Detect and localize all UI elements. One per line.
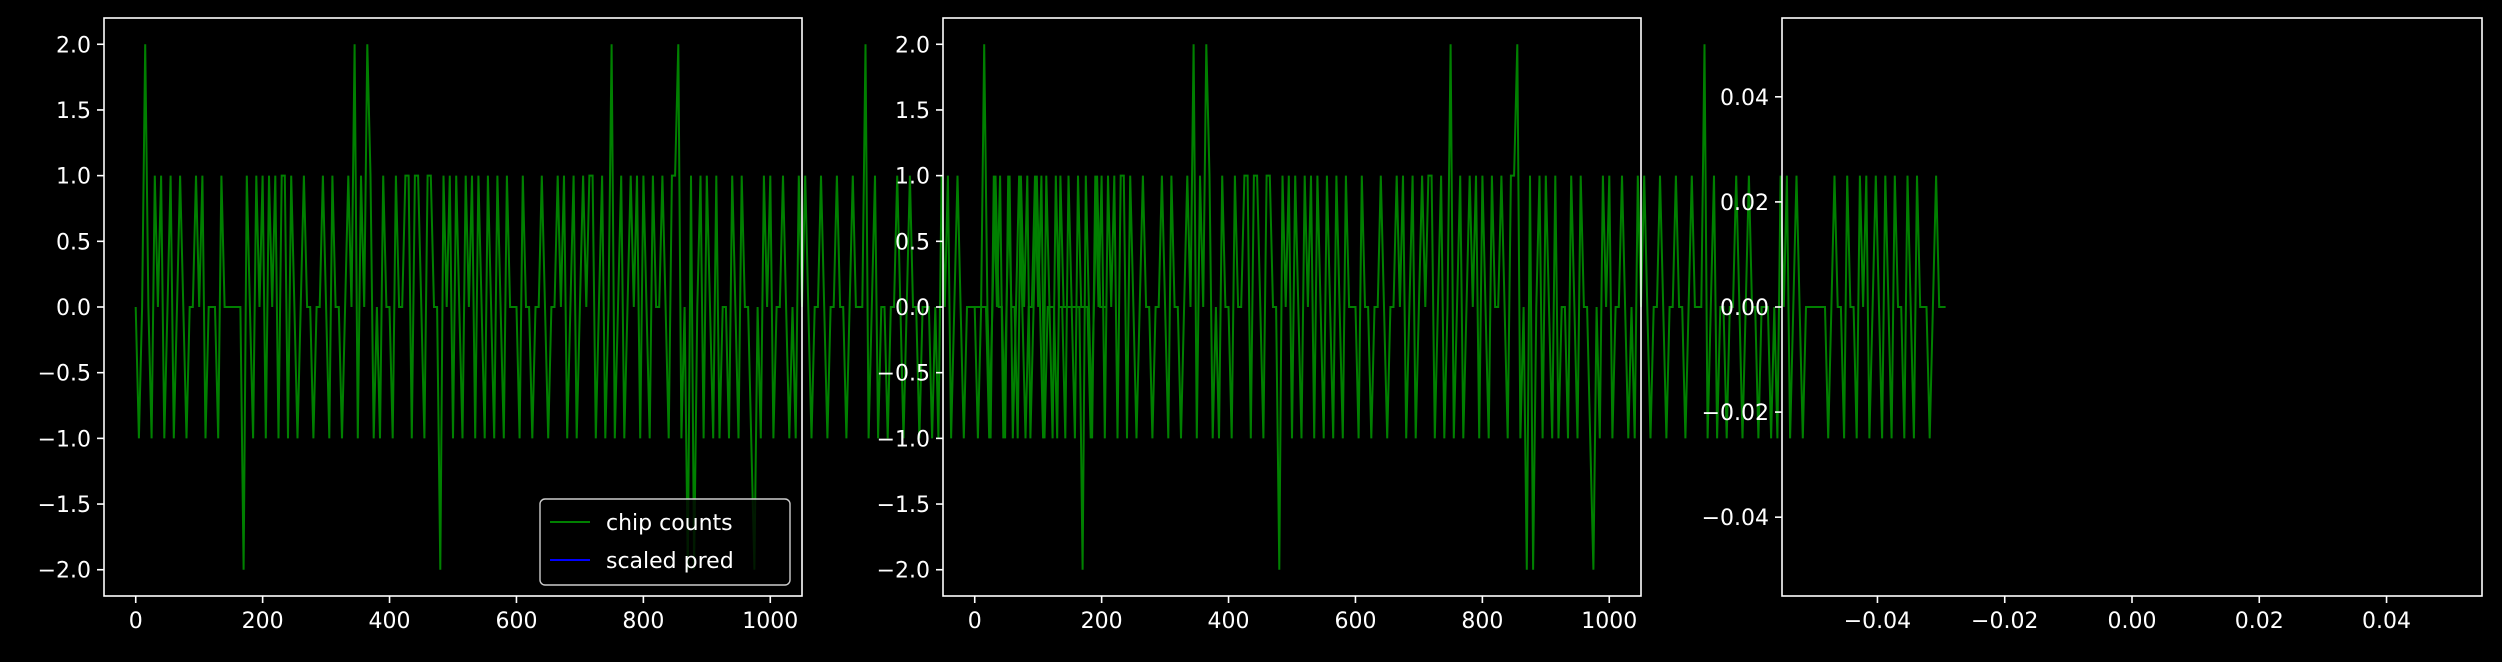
legend: chip counts scaled pred [539,498,791,586]
y-tick-label: −1.0 [38,427,91,452]
y-tick-label: −0.5 [877,362,930,387]
x-tick-label: 0.02 [2235,609,2284,634]
x-tick-label: 400 [1208,609,1250,634]
y-tick-label: 2.0 [895,33,930,58]
y-tick-label: 0.0 [56,296,91,321]
x-tick-label: 200 [242,609,284,634]
y-tick-label: 0.00 [1720,296,1769,321]
y-tick-label: 0.04 [1720,86,1769,111]
subplot-2: 0 200 400 600 800 1000 2.0 1.5 1.0 0.5 0.0 −0.5 −1.0… [877,17,1946,634]
x-tick-label: 400 [369,609,411,634]
x-tick-label: 600 [495,609,537,634]
y-tick-label: −2.0 [38,559,91,584]
legend-label: chip counts [606,511,733,536]
y-tick-label: 0.0 [895,296,930,321]
y-tick-label: −1.5 [38,493,91,518]
x-tick-label: 600 [1334,609,1376,634]
y-tick-label: 2.0 [56,33,91,58]
x-tick-label: 0 [129,609,143,634]
y-tick-label: −2.0 [877,559,930,584]
y-tick-label: −1.0 [877,427,930,452]
x-tick-label: 0.00 [2108,609,2157,634]
subplots: 0 200 400 600 800 1000 2.0 1.5 1.0 0.5 0.0 −0.5 −1.0… [38,17,2483,634]
x-tick-label: −0.02 [1971,609,2038,634]
x-tick-label: 1000 [1581,609,1637,634]
series-line-chip-counts [134,44,1107,570]
x-tick-label: 800 [622,609,664,634]
legend-box [539,498,791,586]
x-tick-label: 800 [1461,609,1503,634]
x-tick-label: 0 [968,609,982,634]
x-tick-label: 1000 [742,609,798,634]
y-tick-label: 1.0 [56,165,91,190]
y-tick-label: 1.5 [895,99,930,124]
x-tick-label: −0.04 [1844,609,1911,634]
y-tick-label: −0.5 [38,362,91,387]
subplot-1: 0 200 400 600 800 1000 2.0 1.5 1.0 0.5 0.0 −0.5 −1.0… [38,17,1107,634]
y-tick-label: 0.5 [895,230,930,255]
y-tick-label: 1.0 [895,165,930,190]
legend-label: scaled pred [606,549,734,574]
y-tick-label: 0.5 [56,230,91,255]
x-tick-label: 0.04 [2362,609,2411,634]
subplot-3: −0.04 −0.02 0.00 0.02 0.04 0.04 0.02 0.00 −0.02 −… [1702,17,2483,634]
y-tick-label: 0.02 [1720,191,1769,216]
y-tick-label: −0.02 [1702,401,1769,426]
y-tick-label: −0.04 [1702,506,1769,531]
y-tick-label: −1.5 [877,493,930,518]
y-tick-label: 1.5 [56,99,91,124]
x-tick-label: 200 [1081,609,1123,634]
series-line-series-1 [973,44,1946,570]
